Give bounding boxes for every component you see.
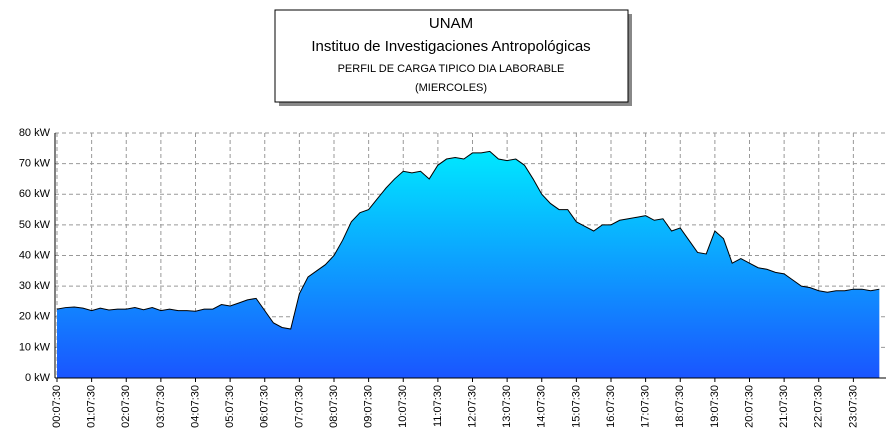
x-tick-label: 00:07:30	[51, 385, 63, 428]
area	[57, 151, 880, 378]
x-tick-label: 11:07:30	[432, 385, 444, 427]
x-tick-label: 06:07:30	[259, 385, 271, 428]
x-tick-label: 22:07:30	[813, 385, 825, 428]
x-tick-label: 23:07:30	[847, 385, 859, 428]
chart-title: Instituo de Investigaciones Antropológic…	[311, 38, 590, 55]
y-tick-label: 70 kW	[19, 158, 51, 170]
area-outline	[56, 150, 880, 330]
x-tick-label: 13:07:30	[501, 385, 513, 428]
x-tick-label: 21:07:30	[778, 385, 790, 428]
y-tick-label: 0 kW	[25, 372, 51, 384]
x-tick-label: 08:07:30	[328, 385, 340, 428]
chart-title: PERFIL DE CARGA TIPICO DIA LABORABLE	[338, 63, 565, 75]
x-tick-label: 05:07:30	[224, 385, 236, 428]
x-tick-label: 14:07:30	[536, 385, 548, 428]
x-tick-label: 18:07:30	[674, 385, 686, 428]
x-tick-label: 12:07:30	[466, 385, 478, 428]
x-tick-label: 10:07:30	[397, 385, 409, 428]
y-tick-label: 20 kW	[19, 311, 51, 323]
x-tick-label: 07:07:30	[293, 385, 305, 428]
title-box	[274, 9, 629, 103]
x-tick-label: 20:07:30	[743, 385, 755, 428]
x-tick-label: 04:07:30	[189, 385, 201, 428]
y-tick-label: 30 kW	[19, 280, 51, 292]
y-tick-label: 40 kW	[19, 249, 51, 261]
x-tick-label: 01:07:30	[86, 385, 98, 428]
x-tick-label: 15:07:30	[570, 385, 582, 428]
y-tick-label: 10 kW	[19, 341, 51, 353]
x-tick-label: 19:07:30	[709, 385, 721, 428]
x-tick-label: 03:07:30	[155, 385, 167, 428]
x-tick-label: 16:07:30	[605, 385, 617, 428]
x-tick-label: 02:07:30	[120, 385, 132, 428]
chart-title: (MIERCOLES)	[415, 82, 487, 94]
x-tick-label: 17:07:30	[640, 385, 652, 428]
y-tick-label: 80 kW	[19, 127, 51, 139]
y-tick-label: 50 kW	[19, 219, 51, 231]
x-tick-label: 09:07:30	[363, 385, 375, 428]
y-tick-label: 60 kW	[19, 188, 51, 200]
chart-title: UNAM	[429, 15, 473, 32]
